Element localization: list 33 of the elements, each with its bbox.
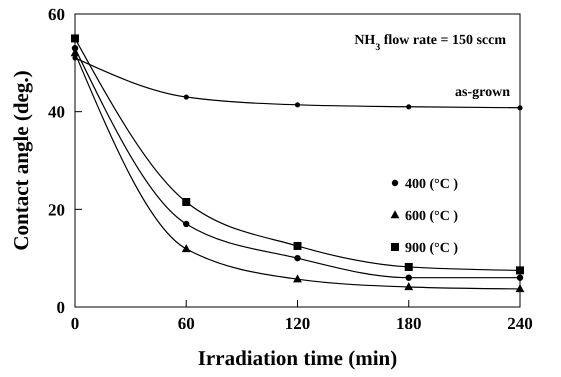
x-tick-label: 60 [178,314,195,333]
point [182,198,190,206]
point [294,242,302,250]
y-axis-title: Contact angle (deg.) [9,70,33,251]
point [406,104,412,110]
x-tick-label: 120 [284,314,310,333]
y-tick-label: 0 [56,298,65,317]
legend-label: 400 (°C ) [405,177,458,192]
y-tick-label: 40 [48,102,65,122]
point [406,274,412,281]
x-tick-label: 240 [507,314,533,333]
point [294,102,300,108]
point [182,244,191,252]
point [516,284,524,292]
legend-label: 600 (°C ) [405,209,458,224]
point [404,262,413,271]
point [71,34,79,42]
series-label: as-grown [455,84,510,100]
annotation: NH$_{3}$ flow rate = 150 sccm [354,33,506,52]
legend-label: 900 (°C ) [405,241,458,256]
point [516,266,524,274]
point [293,274,302,282]
x-axis-title: Irradiation time (min) [198,346,398,370]
point [517,105,523,110]
point [516,274,524,281]
y-tick-label: 60 [48,5,65,24]
point [294,254,301,262]
point [404,282,414,290]
point [183,220,190,228]
x-tick-label: 0 [70,314,80,333]
x-tick-label: 180 [396,314,422,333]
point [184,94,189,100]
y-tick-label: 20 [48,200,65,220]
